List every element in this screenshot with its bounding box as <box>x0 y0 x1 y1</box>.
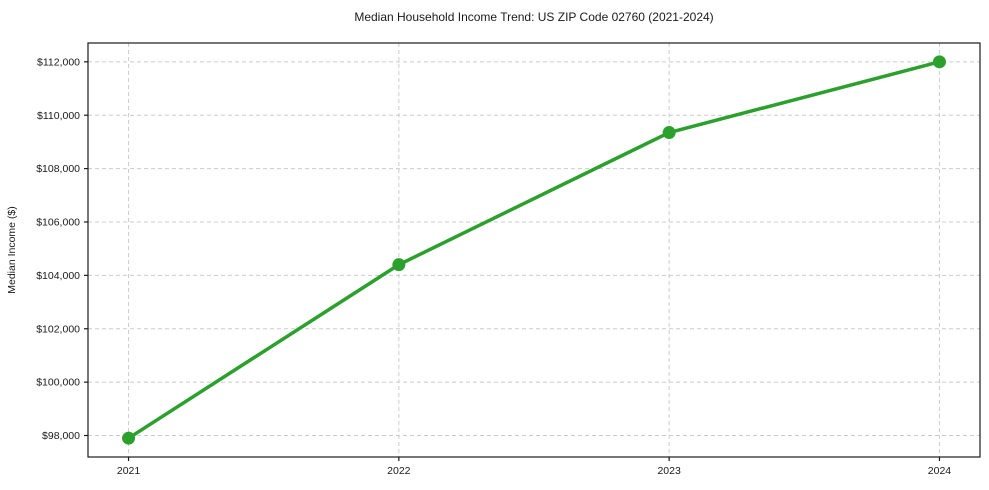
x-tick-label: 2021 <box>117 465 141 477</box>
plot-border <box>87 42 981 458</box>
x-tick-label: 2023 <box>657 465 681 477</box>
y-tick-label: $102,000 <box>36 323 80 335</box>
y-axis-label: Median Income ($) <box>6 206 18 294</box>
trend-line <box>126 60 942 440</box>
x-tick-label: 2022 <box>387 465 411 477</box>
y-tick-label: $98,000 <box>42 430 80 442</box>
y-tick-label: $106,000 <box>36 217 80 229</box>
data-point-2021 <box>122 431 136 445</box>
data-point-2022 <box>392 258 406 272</box>
y-tick-label: $104,000 <box>36 270 80 282</box>
y-tick-label: $112,000 <box>37 56 80 68</box>
y-tick-label: $100,000 <box>36 377 80 389</box>
data-point-2024 <box>932 55 946 69</box>
chart-title: Median Household Income Trend: US ZIP Co… <box>354 10 713 24</box>
y-tick-label: $110,000 <box>37 110 80 122</box>
y-tick-label: $108,000 <box>36 163 80 175</box>
x-tick-label: 2024 <box>928 465 952 477</box>
data-point-2023 <box>662 126 676 140</box>
